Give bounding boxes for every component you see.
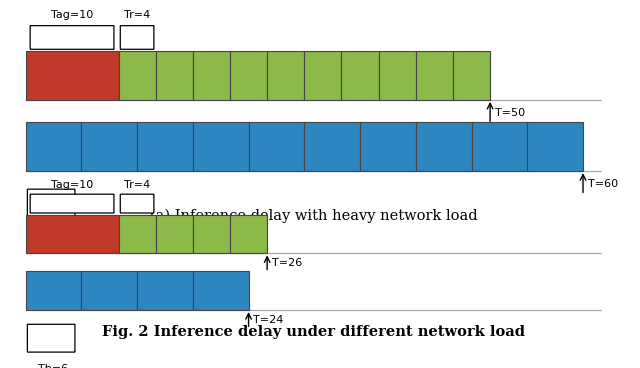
Bar — [118, 51, 156, 100]
Text: T=26: T=26 — [272, 258, 302, 269]
Bar — [26, 271, 81, 310]
FancyBboxPatch shape — [120, 194, 154, 213]
Bar — [26, 51, 118, 100]
Bar — [472, 123, 527, 171]
Bar — [81, 123, 137, 171]
FancyBboxPatch shape — [30, 26, 114, 49]
Text: Tr=4: Tr=4 — [124, 10, 150, 21]
Bar — [379, 51, 416, 100]
Text: T=60: T=60 — [588, 179, 618, 189]
Text: Tag=10: Tag=10 — [51, 10, 93, 21]
Text: Tb=6: Tb=6 — [38, 364, 68, 368]
Bar — [26, 215, 118, 253]
Bar — [156, 51, 193, 100]
Bar — [193, 123, 248, 171]
Bar — [230, 215, 267, 253]
Bar — [193, 271, 248, 310]
Bar — [360, 123, 416, 171]
Bar — [527, 123, 583, 171]
Bar — [118, 215, 156, 253]
Bar — [230, 51, 267, 100]
FancyBboxPatch shape — [30, 194, 114, 213]
Bar — [81, 271, 137, 310]
Bar — [304, 123, 360, 171]
Text: (a) Inference delay with heavy network load: (a) Inference delay with heavy network l… — [150, 208, 477, 223]
FancyBboxPatch shape — [28, 324, 75, 352]
Bar — [267, 51, 304, 100]
Bar — [453, 51, 490, 100]
Text: Tr=4: Tr=4 — [124, 180, 150, 190]
Bar — [156, 215, 193, 253]
Bar — [416, 123, 472, 171]
Text: T=24: T=24 — [253, 315, 284, 325]
Bar — [342, 51, 379, 100]
FancyBboxPatch shape — [28, 189, 75, 224]
Bar — [304, 51, 342, 100]
Bar — [193, 215, 230, 253]
Text: Fig. 2 Inference delay under different network load: Fig. 2 Inference delay under different n… — [102, 325, 525, 339]
Text: T=50: T=50 — [495, 108, 525, 118]
Bar — [137, 271, 193, 310]
Text: Tb=6: Tb=6 — [38, 239, 68, 249]
FancyBboxPatch shape — [120, 26, 154, 49]
Bar — [137, 123, 193, 171]
Bar — [26, 123, 81, 171]
Bar — [248, 123, 304, 171]
Bar — [416, 51, 453, 100]
Text: Tag=10: Tag=10 — [51, 180, 93, 190]
Bar — [193, 51, 230, 100]
